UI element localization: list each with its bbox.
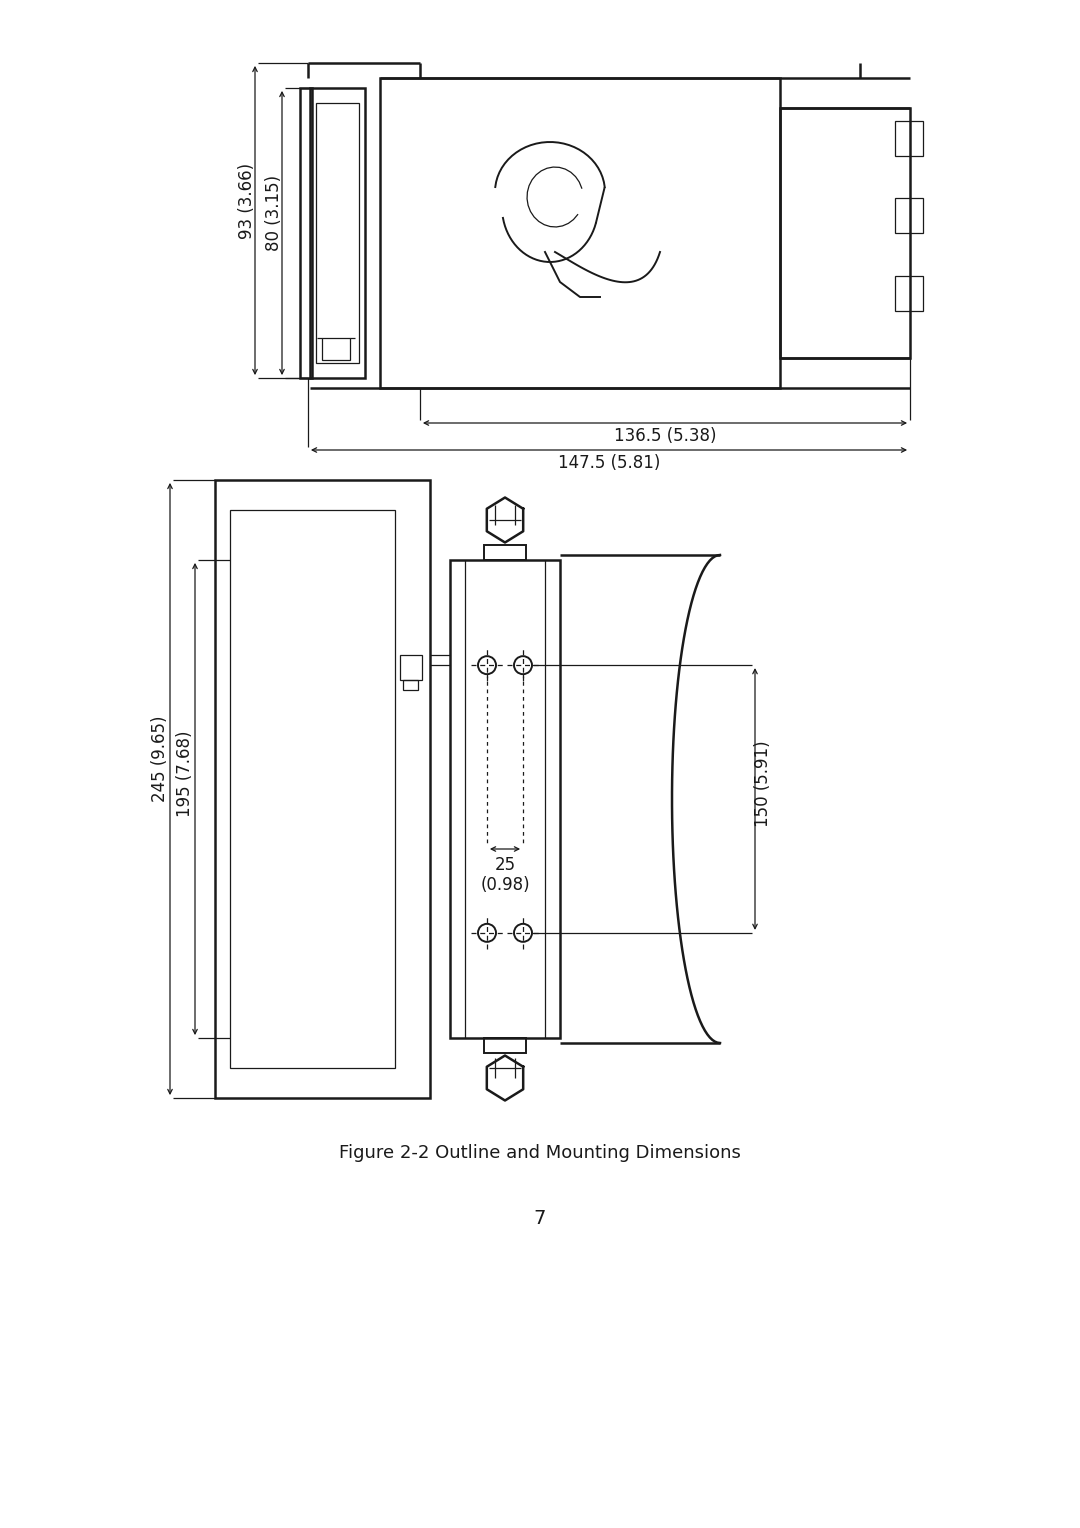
Bar bbox=[300, 89, 312, 377]
Bar bbox=[215, 480, 430, 1099]
Text: 25: 25 bbox=[495, 856, 515, 874]
Bar bbox=[895, 199, 923, 232]
Bar bbox=[380, 78, 780, 388]
Text: 136.5 (5.38): 136.5 (5.38) bbox=[613, 426, 716, 445]
Text: 195 (7.68): 195 (7.68) bbox=[176, 730, 194, 817]
Text: (0.98): (0.98) bbox=[481, 876, 530, 894]
Text: Figure 2-2 Outline and Mounting Dimensions: Figure 2-2 Outline and Mounting Dimensio… bbox=[339, 1144, 741, 1161]
Bar bbox=[310, 89, 365, 377]
Bar bbox=[316, 102, 359, 364]
Text: 7: 7 bbox=[534, 1209, 546, 1227]
Text: 150 (5.91): 150 (5.91) bbox=[754, 741, 772, 827]
Bar bbox=[484, 1038, 526, 1053]
Bar bbox=[484, 545, 526, 559]
Bar bbox=[403, 680, 418, 691]
Bar bbox=[780, 108, 910, 358]
Text: 93 (3.66): 93 (3.66) bbox=[238, 162, 256, 238]
Text: 147.5 (5.81): 147.5 (5.81) bbox=[557, 454, 660, 472]
Text: 245 (9.65): 245 (9.65) bbox=[151, 715, 168, 802]
Bar bbox=[895, 121, 923, 156]
Bar bbox=[400, 656, 422, 680]
Bar bbox=[230, 510, 395, 1068]
Text: 80 (3.15): 80 (3.15) bbox=[265, 174, 283, 251]
Bar bbox=[322, 338, 350, 361]
Bar bbox=[450, 559, 561, 1038]
Bar bbox=[895, 275, 923, 310]
